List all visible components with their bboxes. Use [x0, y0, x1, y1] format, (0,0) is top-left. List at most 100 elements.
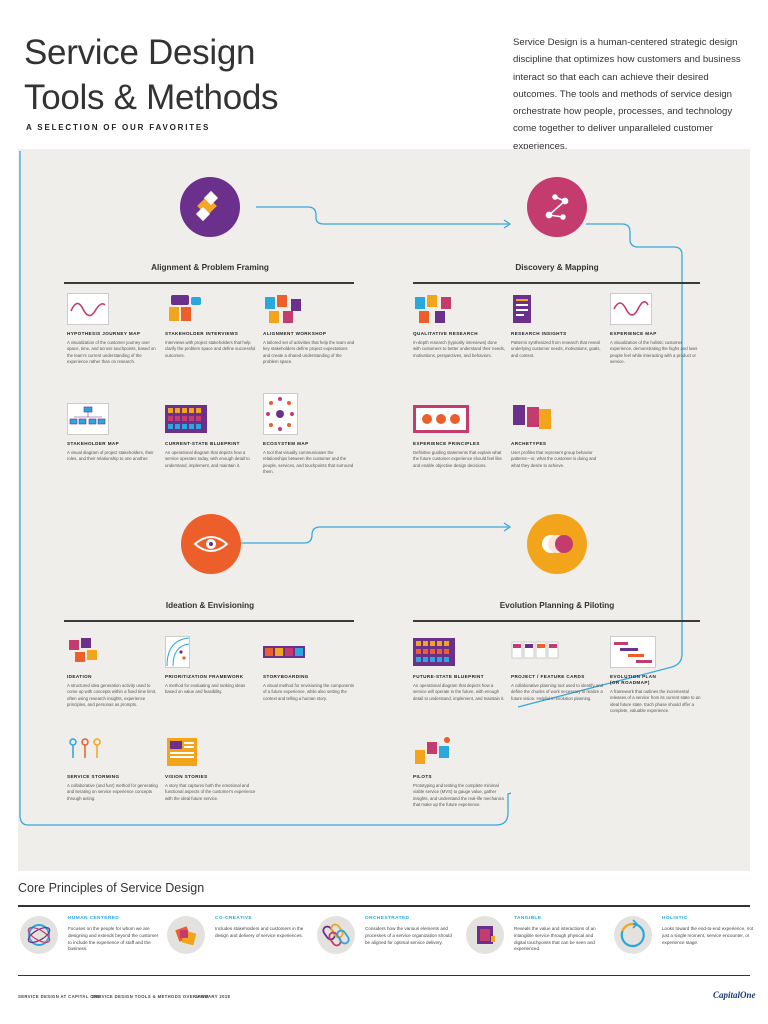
capital-one-logo: CapitalOne	[713, 990, 756, 1000]
prioritization-icon	[165, 636, 190, 668]
tool-alignment-workshop: Alignment Workshop A tailored set of act…	[263, 293, 355, 365]
intro-text: Service Design is a human-centered strat…	[513, 37, 741, 152]
insights-document-icon	[513, 295, 531, 323]
experience-wave-icon	[610, 293, 652, 325]
tool-name: Storyboarding	[263, 674, 309, 679]
tool-name: Stakeholder Map	[67, 441, 120, 446]
research-icon	[415, 295, 451, 323]
tool-ideation: Ideation A structured idea generation ac…	[67, 636, 159, 708]
tool-name: Future-State Blueprint	[413, 674, 484, 679]
principles-card-icon	[413, 405, 469, 433]
tool-description: In-depth research (typically interviews)…	[413, 340, 505, 358]
tool-name: Experience Principles	[413, 441, 480, 446]
tool-name: Hypothesis Journey Map	[67, 331, 141, 336]
tool-name: Ecosystem Map	[263, 441, 309, 446]
tool-name: Archetypes	[511, 441, 547, 446]
tool-prioritization-framework: Prioritization Framework A method for ev…	[165, 636, 257, 696]
tool-storyboarding: Storyboarding A visual method for envisi…	[263, 636, 355, 702]
future-blueprint-icon	[413, 638, 455, 666]
orchestrated-icon	[317, 916, 355, 954]
flow-connector-lines	[19, 151, 683, 826]
vision-story-icon	[167, 738, 197, 766]
puzzle-pieces-icon	[195, 190, 219, 222]
ideation-phase-icon	[181, 514, 241, 574]
principle-description: Considers how the various elements and p…	[365, 926, 452, 945]
discovery-phase-icon	[527, 177, 587, 237]
alignment-phase-title: Alignment & Problem Framing	[151, 263, 269, 272]
tool-name: Alignment Workshop	[263, 331, 327, 336]
hands-icon	[167, 916, 205, 954]
discovery-phase-rule	[413, 282, 700, 284]
wave-chart-icon	[67, 293, 109, 325]
tool-service-storming: Service Storming A collaborative (and fu…	[67, 736, 159, 802]
tool-description: A collaborative planning tool used to id…	[511, 683, 603, 701]
principle-description: Reveals the value and interactions of an…	[514, 926, 596, 952]
pilots-icon	[415, 737, 450, 764]
tool-description: Definitive guiding statements that expla…	[413, 450, 502, 468]
tool-description: A story that captures both the emotional…	[165, 783, 256, 801]
title-line-2: Tools & Methods	[24, 78, 279, 117]
principle-name: Holistic	[662, 916, 688, 921]
tool-name: Pilots	[413, 774, 432, 779]
tool-stakeholder-map: Stakeholder Map A visual diagram of proj…	[67, 403, 159, 463]
principle-name: Orchestrated	[365, 916, 410, 921]
page-subtitle: A SELECTION OF OUR FAVORITES	[26, 123, 211, 132]
principle-description: Includes stakeholders and customers in t…	[215, 926, 304, 938]
cycle-icon	[614, 916, 652, 954]
tool-experience-principles: Experience Principles Definitive guiding…	[413, 403, 505, 469]
tool-description: A collaborative (and fun!) method for ge…	[67, 783, 158, 801]
tool-current-state-blueprint: Current-State Blueprint An operational d…	[165, 403, 257, 469]
footer-rule	[18, 975, 750, 976]
eye-icon	[193, 536, 229, 552]
tool-name: Experience Map	[610, 331, 657, 336]
tool-name: Qualitative Research	[413, 331, 478, 336]
tool-description: A visual method for envisioning the comp…	[263, 683, 355, 701]
tool-qualitative-research: Qualitative Research In-depth research (…	[413, 293, 505, 359]
tool-name: Evolution Plan (or Roadmap)	[610, 674, 657, 685]
tool-description: A tailored set of activities that help t…	[263, 340, 355, 364]
feature-cards-icon	[511, 641, 559, 659]
tool-name: Research Insights	[511, 331, 567, 336]
tool-ecosystem-map: Ecosystem Map A tool that visually commu…	[263, 393, 355, 475]
tool-description: A visualization of the holistic customer…	[610, 340, 698, 364]
roadmap-icon	[610, 636, 656, 668]
ideation-icon	[69, 638, 97, 662]
ideation-phase-rule	[64, 620, 354, 622]
tool-future-state-blueprint: Future-State Blueprint An operational di…	[413, 636, 505, 702]
principle-name: Human Centered	[68, 916, 120, 921]
principle-name: Co-Creative	[215, 916, 253, 921]
tool-description: Interviews with project stakeholders tha…	[165, 340, 256, 358]
tool-name: Project / Feature Cards	[511, 674, 585, 679]
tool-description: User profiles that represent group behav…	[511, 450, 597, 468]
tool-description: A method for evaluating and ranking idea…	[165, 683, 246, 695]
core-principles-title: Core Principles of Service Design	[18, 881, 205, 895]
tool-description: An operational diagram that depicts how …	[413, 683, 505, 701]
workshop-icon	[265, 295, 301, 323]
core-principles-rule	[18, 905, 750, 907]
evolution-phase-icon	[527, 514, 587, 574]
tool-name: Current-State Blueprint	[165, 441, 240, 446]
interview-icon	[169, 295, 201, 321]
tool-archetypes: Archetypes User profiles that represent …	[511, 403, 603, 469]
principle-description: Looks toward the end-to-end experience, …	[662, 926, 754, 945]
people-icon	[69, 738, 101, 758]
ecosystem-icon	[263, 393, 298, 435]
storyboard-icon	[263, 646, 305, 658]
blueprint-grid-icon	[165, 405, 207, 433]
principle-description: Focuses on the people for whom we are de…	[68, 926, 159, 952]
footer-document-name: Service Design Tools & Methods Overview	[92, 994, 209, 999]
tool-description: An operational diagram that depicts how …	[165, 450, 250, 468]
evolution-phase-rule	[413, 620, 700, 622]
tool-stakeholder-interviews: Stakeholder Interviews Interviews with p…	[165, 293, 257, 359]
title-line-1: Service Design	[24, 33, 256, 72]
page-title: Service Design Tools & Methods	[24, 30, 279, 120]
tool-experience-map: Experience Map A visualization of the ho…	[610, 293, 702, 365]
principle-name: Tangible	[514, 916, 542, 921]
tool-name: Vision Stories	[165, 774, 208, 779]
tool-pilots: Pilots Prototyping and testing the compl…	[413, 736, 505, 808]
ideation-phase-title: Ideation & Envisioning	[165, 601, 255, 610]
tool-project-feature-cards: Project / Feature Cards A collaborative …	[511, 636, 603, 702]
tool-name: Prioritization Framework	[165, 674, 244, 679]
alignment-phase-icon	[180, 177, 240, 237]
tool-description: Patterns synthesized from research that …	[511, 340, 601, 358]
